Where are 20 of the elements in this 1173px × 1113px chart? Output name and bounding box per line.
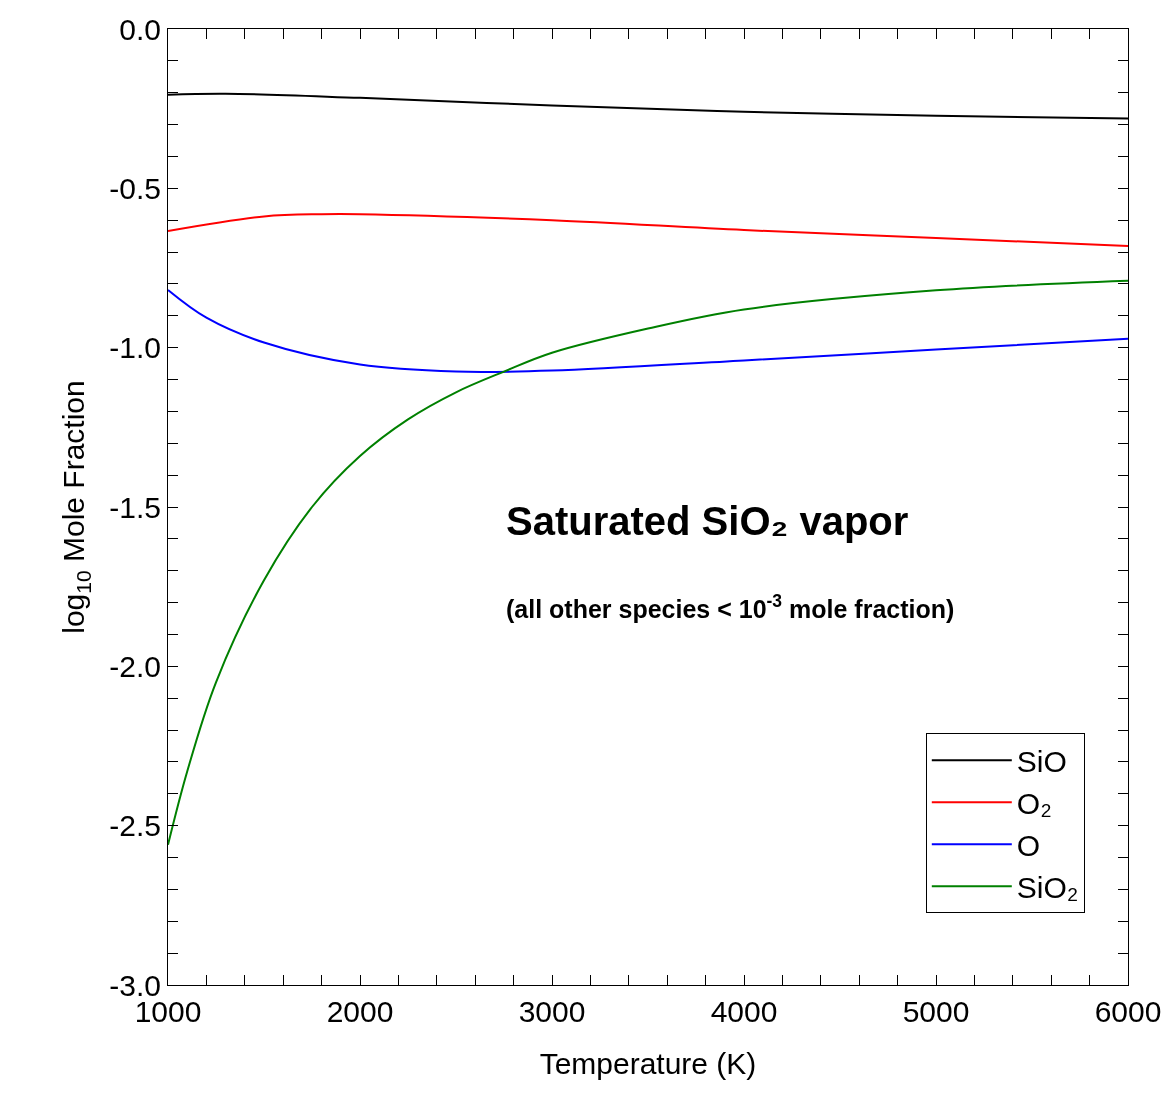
x-tick-label: 3000 (518, 995, 586, 1028)
x-tick-label: 6000 (1094, 995, 1162, 1028)
y-tick-label: -1.5 (109, 490, 161, 524)
annotation: (all other species < 10$^{-3}$ mole fraction) (506, 591, 955, 623)
line-series (168, 288, 1128, 374)
annotation: Saturated SiO₂ vapor (506, 499, 909, 543)
y-tick-label: -0.5 (109, 171, 161, 205)
x-tick-label: 4000 (710, 995, 778, 1028)
legend-label: SiO (1016, 745, 1067, 778)
legend-label: O (1016, 829, 1041, 862)
x-axis-title: Temperature (K) (539, 1046, 757, 1080)
legend-label: O₂ (1016, 787, 1052, 820)
x-tick-label: 2000 (326, 995, 394, 1028)
legend-label: SiO₂ (1016, 871, 1079, 904)
line-series (168, 212, 1128, 248)
y-tick-label: -2.0 (109, 649, 161, 683)
y-tick-label: -1.0 (109, 331, 161, 365)
x-tick-label: 5000 (902, 995, 970, 1028)
y-tick-label: -2.5 (109, 809, 161, 843)
y-tick-label: 0.0 (119, 12, 161, 46)
